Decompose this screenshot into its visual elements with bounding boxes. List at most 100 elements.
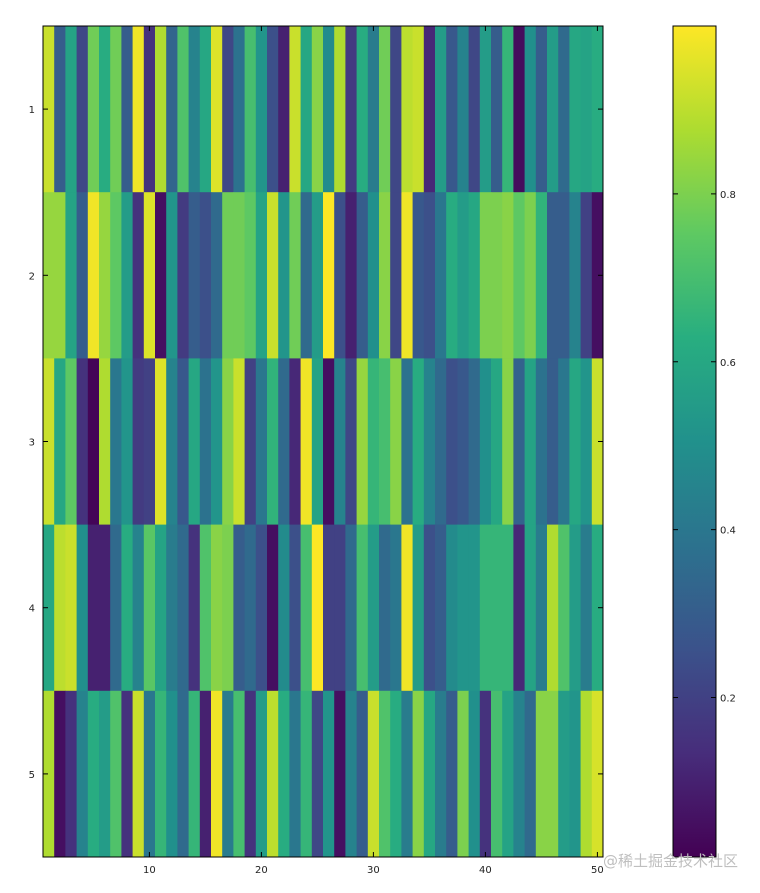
heatmap-cell xyxy=(558,690,570,858)
heatmap-cell xyxy=(468,192,481,359)
heatmap-cell xyxy=(267,690,279,858)
heatmap-cell xyxy=(412,690,425,858)
heatmap-cell xyxy=(43,690,55,858)
heatmap-cell xyxy=(87,524,100,692)
heatmap-cell xyxy=(558,192,570,359)
heatmap-cell xyxy=(211,524,223,692)
heatmap-cell xyxy=(99,524,111,692)
heatmap-cell xyxy=(121,358,133,525)
heatmap-cell xyxy=(255,690,268,858)
heatmap-cell xyxy=(356,192,369,359)
heatmap-cell xyxy=(110,690,122,858)
heatmap-cell xyxy=(267,524,279,692)
heatmap-cell xyxy=(110,358,122,525)
heatmap-cell xyxy=(65,690,77,858)
heatmap-cell xyxy=(43,26,55,193)
heatmap-cell xyxy=(345,192,357,359)
heatmap-cell xyxy=(535,358,548,525)
heatmap-cell xyxy=(390,358,402,525)
heatmap-cell xyxy=(379,690,391,858)
heatmap-cell xyxy=(569,192,581,359)
heatmap-cell xyxy=(401,26,413,193)
heatmap-cell xyxy=(132,358,145,525)
heatmap-cell xyxy=(446,524,458,692)
heatmap-cell xyxy=(211,690,223,858)
heatmap-cell xyxy=(300,192,313,359)
heatmap-cell xyxy=(457,690,469,858)
heatmap-cell xyxy=(502,26,514,193)
heatmap-cell xyxy=(446,358,458,525)
heatmap-cell xyxy=(491,524,503,692)
heatmap-cell xyxy=(278,690,290,858)
heatmap-cell xyxy=(54,524,66,692)
heatmap-cell xyxy=(390,690,402,858)
heatmap-cell xyxy=(390,524,402,692)
heatmap-cell xyxy=(188,192,201,359)
heatmap-cell xyxy=(143,524,156,692)
heatmap-cell xyxy=(367,26,380,193)
heatmap-cell xyxy=(502,690,514,858)
heatmap-cell xyxy=(99,358,111,525)
heatmap-cell xyxy=(390,26,402,193)
heatmap-cell xyxy=(446,26,458,193)
heatmap-cell xyxy=(323,358,335,525)
heatmap-cell xyxy=(289,524,301,692)
heatmap-cell xyxy=(166,192,178,359)
heatmap-cell xyxy=(244,690,257,858)
heatmap-cell xyxy=(87,26,100,193)
heatmap-cell xyxy=(199,192,212,359)
heatmap-cell xyxy=(199,690,212,858)
heatmap-cell xyxy=(177,358,189,525)
heatmap-cell xyxy=(356,524,369,692)
y-tick-label: 2 xyxy=(29,271,35,282)
heatmap-cells xyxy=(43,26,604,858)
x-tick-label: 30 xyxy=(367,865,380,876)
heatmap-cell xyxy=(155,358,167,525)
heatmap-cell xyxy=(435,192,447,359)
heatmap-cell xyxy=(267,358,279,525)
heatmap-cell xyxy=(121,26,133,193)
heatmap-cell xyxy=(255,358,268,525)
heatmap-cell xyxy=(289,358,301,525)
heatmap-cell xyxy=(211,192,223,359)
heatmap-cell xyxy=(222,192,234,359)
heatmap-cell xyxy=(278,192,290,359)
heatmap-cell xyxy=(580,690,593,858)
y-axis: 1 2 3 4 5 xyxy=(29,105,603,781)
heatmap-cell xyxy=(188,690,201,858)
heatmap-cell xyxy=(524,524,537,692)
heatmap-cell xyxy=(65,524,77,692)
heatmap-cell xyxy=(188,524,201,692)
heatmap-cell xyxy=(423,26,436,193)
colorbar-tick-label: 0.4 xyxy=(720,526,736,537)
heatmap-cell xyxy=(76,192,89,359)
heatmap-cell xyxy=(244,192,257,359)
heatmap-cell xyxy=(479,192,492,359)
heatmap-cell xyxy=(468,26,481,193)
heatmap-cell xyxy=(233,358,245,525)
heatmap-cell xyxy=(345,524,357,692)
heatmap-cell xyxy=(435,524,447,692)
heatmap-cell xyxy=(457,524,469,692)
heatmap-cell xyxy=(535,690,548,858)
heatmap-cell xyxy=(199,26,212,193)
heatmap-cell xyxy=(569,524,581,692)
heatmap-cell xyxy=(468,358,481,525)
heatmap-cell xyxy=(591,524,604,692)
heatmap-cell xyxy=(110,524,122,692)
heatmap-cell xyxy=(367,192,380,359)
heatmap-cell xyxy=(524,26,537,193)
heatmap-cell xyxy=(591,690,604,858)
heatmap-cell xyxy=(323,524,335,692)
heatmap-cell xyxy=(76,524,89,692)
heatmap-cell xyxy=(222,690,234,858)
x-tick-label: 50 xyxy=(591,865,604,876)
heatmap-cell xyxy=(547,524,559,692)
heatmap-cell xyxy=(423,358,436,525)
heatmap-cell xyxy=(132,26,145,193)
heatmap-cell xyxy=(334,690,346,858)
heatmap-cell xyxy=(435,690,447,858)
heatmap-cell xyxy=(513,192,525,359)
heatmap-cell xyxy=(177,192,189,359)
heatmap-cell xyxy=(569,690,581,858)
